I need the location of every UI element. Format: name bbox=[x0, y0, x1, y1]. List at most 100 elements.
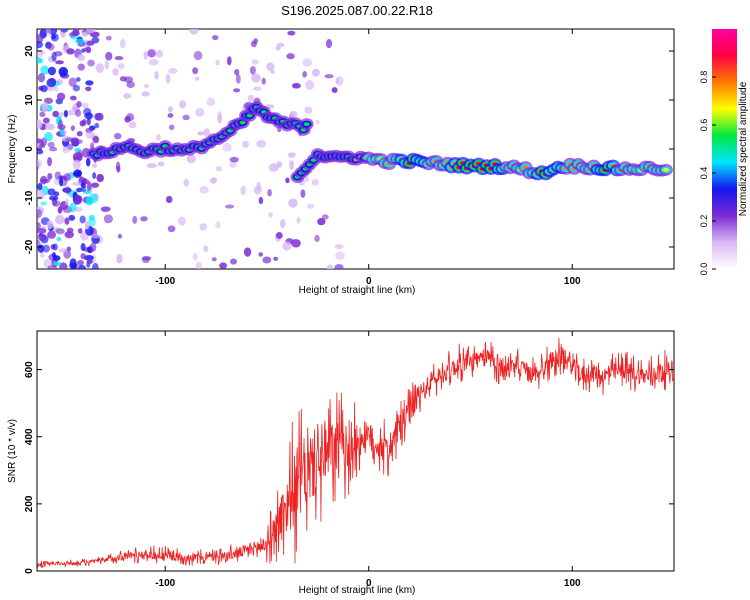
noise-blob bbox=[37, 208, 43, 219]
noise-blob bbox=[157, 161, 165, 167]
y-tick-label: 0 bbox=[24, 568, 35, 574]
noise-blob bbox=[114, 56, 124, 61]
noise-blob bbox=[148, 58, 159, 66]
noise-blob bbox=[296, 216, 301, 224]
noise-blob bbox=[75, 109, 82, 117]
noise-blob bbox=[95, 112, 104, 121]
noise-blob bbox=[230, 258, 237, 265]
noise-blob bbox=[70, 125, 75, 131]
noise-blob bbox=[227, 56, 232, 66]
noise-blob bbox=[321, 214, 329, 220]
noise-blob bbox=[229, 156, 239, 163]
noise-blob bbox=[143, 51, 148, 60]
noise-blob bbox=[83, 255, 94, 261]
noise-blob bbox=[37, 233, 47, 241]
noise-blob bbox=[40, 85, 48, 93]
noise-blob bbox=[71, 265, 77, 269]
noise-blob bbox=[314, 234, 320, 243]
noise-blob bbox=[77, 63, 85, 71]
noise-blob bbox=[304, 177, 310, 183]
noise-blob bbox=[240, 185, 247, 196]
noise-blob bbox=[146, 163, 157, 169]
noise-blob bbox=[85, 157, 91, 167]
noise-blob bbox=[199, 223, 207, 231]
noise-blob bbox=[261, 77, 266, 85]
noise-blob bbox=[76, 130, 83, 137]
noise-blob bbox=[326, 264, 334, 269]
noise-blob bbox=[247, 94, 255, 103]
noise-blob bbox=[92, 262, 99, 269]
noise-blob bbox=[69, 202, 77, 213]
noise-blob bbox=[75, 38, 85, 44]
noise-blob bbox=[55, 228, 65, 235]
noise-blob bbox=[304, 106, 313, 114]
noise-blob bbox=[280, 218, 286, 229]
noise-blob bbox=[37, 182, 43, 191]
noise-blob bbox=[37, 57, 44, 64]
noise-blob bbox=[192, 252, 198, 261]
noise-blob bbox=[58, 66, 69, 77]
noise-blob bbox=[105, 35, 112, 41]
noise-blob bbox=[47, 43, 55, 51]
noise-blob bbox=[81, 178, 90, 185]
noise-blob bbox=[67, 143, 74, 151]
noise-blob bbox=[45, 123, 55, 131]
noise-blob bbox=[87, 59, 95, 67]
noise-blob bbox=[307, 203, 315, 209]
noise-blob bbox=[52, 200, 61, 207]
noise-blob bbox=[253, 86, 262, 91]
noise-blob bbox=[62, 145, 68, 152]
snr-xlabel: Height of straight line (km) bbox=[299, 585, 416, 596]
noise-blob bbox=[95, 63, 104, 73]
colorbar-gradient bbox=[712, 29, 737, 269]
noise-blob bbox=[41, 102, 49, 112]
noise-blob bbox=[51, 34, 56, 40]
noise-blob bbox=[56, 236, 62, 242]
noise-blob bbox=[178, 216, 186, 226]
noise-blob bbox=[66, 227, 74, 234]
noise-blob bbox=[37, 228, 47, 234]
noise-blob bbox=[40, 201, 47, 206]
noise-blob bbox=[56, 92, 66, 101]
noise-blob bbox=[37, 49, 44, 59]
noise-blob bbox=[155, 50, 163, 58]
noise-blob bbox=[203, 245, 209, 253]
noise-blob bbox=[42, 244, 50, 253]
noise-blob bbox=[291, 82, 301, 89]
noise-blob bbox=[47, 172, 53, 180]
noise-blob bbox=[77, 264, 86, 269]
noise-blob bbox=[85, 80, 94, 86]
y-tick-label: -10 bbox=[24, 190, 35, 205]
colorbar-tick-label: 0.0 bbox=[699, 263, 709, 276]
colorbar: 0.0 0.2 0.4 0.6 0.8 Normalized spectral ampl… bbox=[699, 29, 749, 275]
noise-blob bbox=[215, 165, 223, 172]
noise-blob bbox=[117, 63, 125, 70]
noise-blob bbox=[182, 114, 190, 121]
noise-blob bbox=[47, 157, 52, 167]
noise-blob bbox=[65, 137, 73, 142]
noise-blob bbox=[72, 159, 81, 170]
noise-blob bbox=[315, 119, 320, 125]
noise-blob bbox=[234, 68, 240, 76]
noise-blob bbox=[63, 110, 69, 118]
noise-blob bbox=[67, 109, 77, 116]
noise-blob bbox=[305, 80, 315, 90]
noise-blob bbox=[266, 62, 275, 72]
noise-blob bbox=[65, 186, 71, 195]
y-tick-label: 600 bbox=[24, 361, 35, 378]
noise-blob bbox=[116, 253, 123, 264]
noise-blob bbox=[317, 217, 326, 226]
noise-blob bbox=[287, 30, 296, 36]
noise-blob bbox=[276, 42, 285, 48]
noise-blob bbox=[268, 212, 273, 218]
noise-blob bbox=[37, 34, 44, 44]
noise-blob bbox=[288, 198, 298, 208]
noise-blob bbox=[104, 60, 109, 70]
noise-blob bbox=[112, 68, 119, 76]
noise-blob bbox=[233, 88, 241, 93]
noise-blob bbox=[91, 182, 100, 188]
noise-blob bbox=[282, 241, 292, 251]
noise-blob bbox=[156, 134, 161, 141]
noise-blob bbox=[253, 38, 259, 44]
